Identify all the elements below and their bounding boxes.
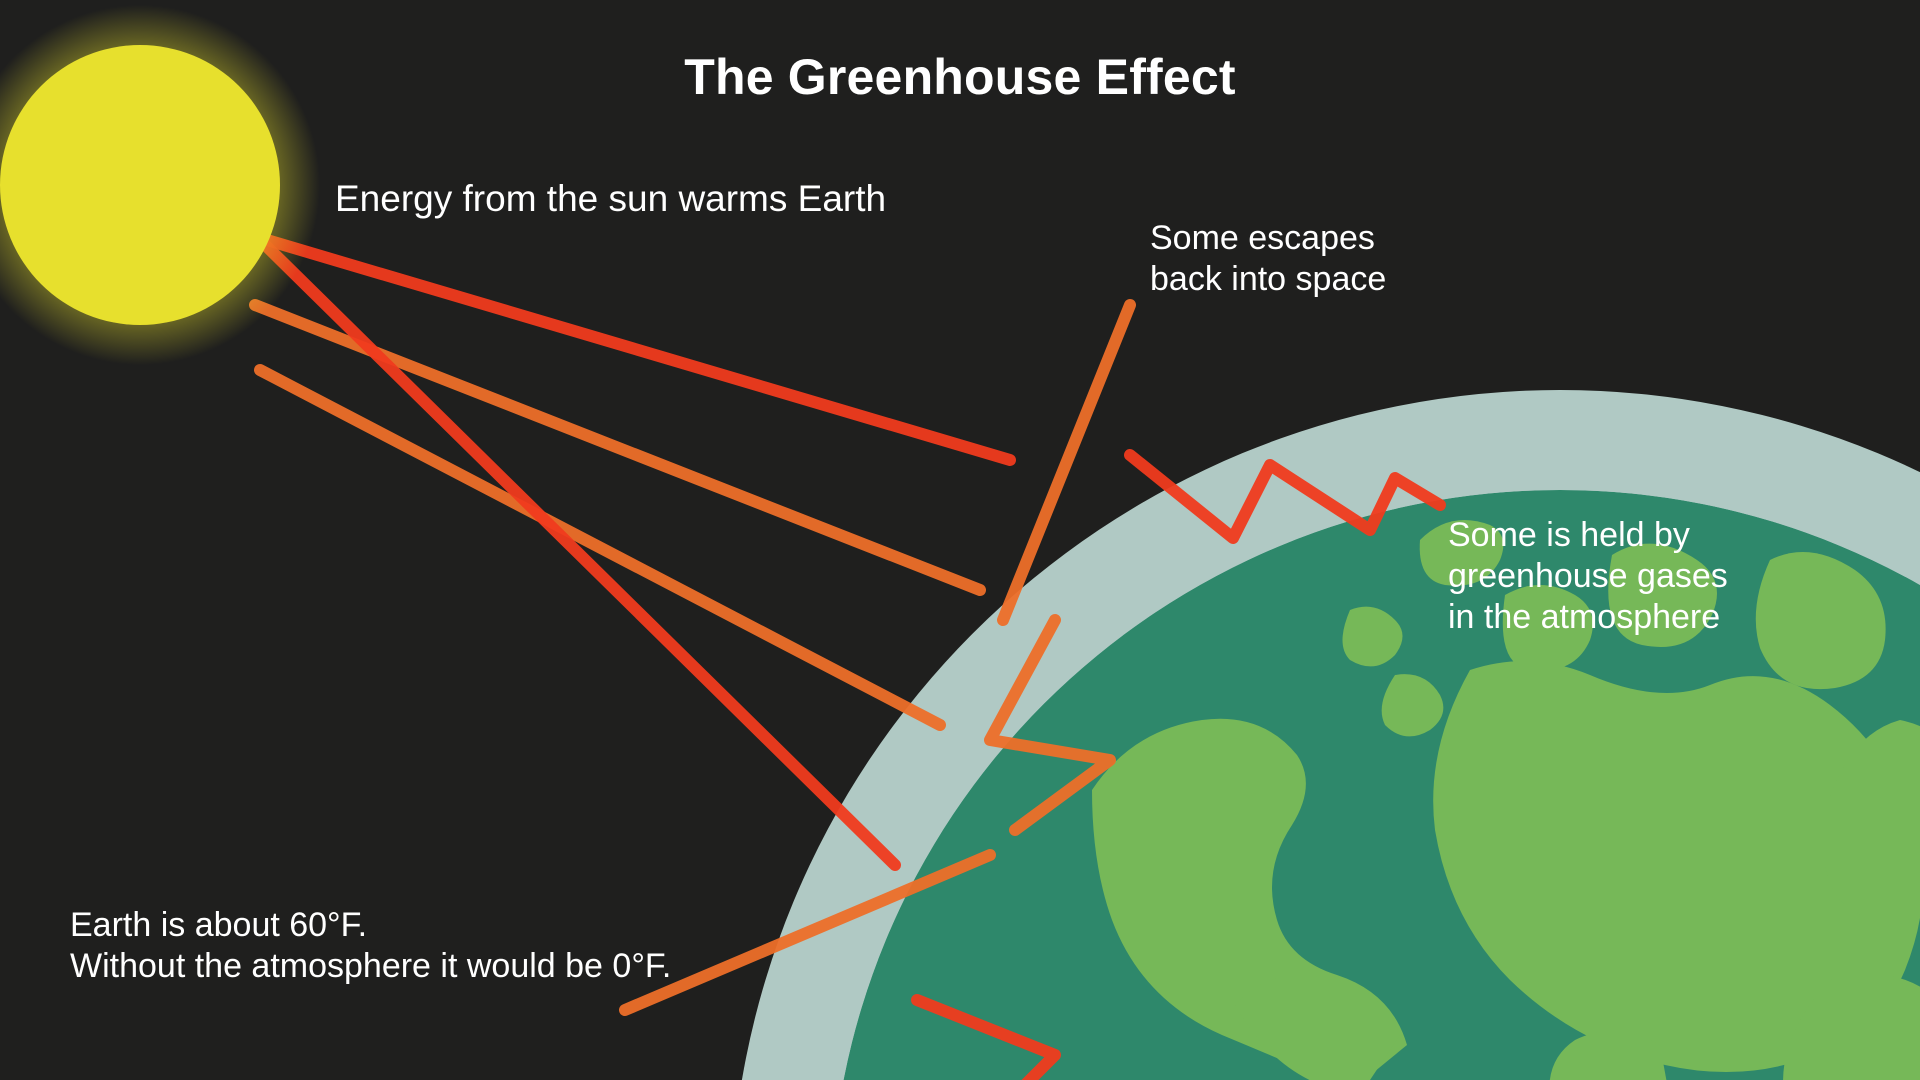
label-escape: Some escapes back into space <box>1150 218 1386 300</box>
label-fact: Earth is about 60°F. Without the atmosph… <box>70 905 671 987</box>
label-sun-energy: Energy from the sun warms Earth <box>335 177 886 221</box>
diagram-stage: The Greenhouse Effect Energy from the su… <box>0 0 1920 1080</box>
label-held: Some is held by greenhouse gases in the … <box>1448 515 1728 637</box>
diagram-title: The Greenhouse Effect <box>0 48 1920 106</box>
